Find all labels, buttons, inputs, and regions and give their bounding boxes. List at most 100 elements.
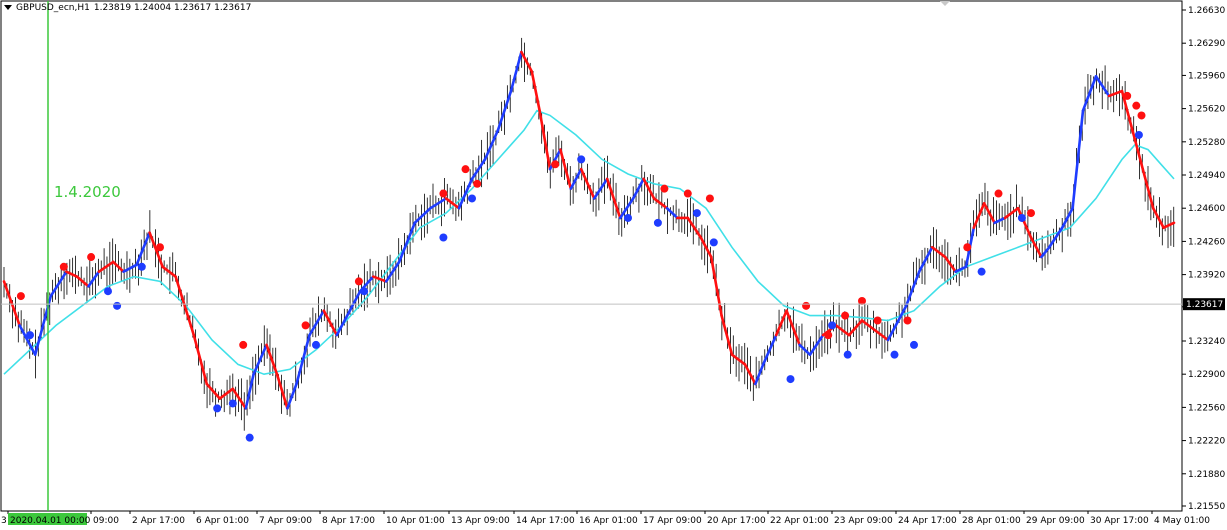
x-tick-label: 13 Apr 09:00 — [451, 516, 510, 526]
trend-segment — [993, 216, 1007, 225]
dropdown-arrow-icon[interactable] — [4, 5, 12, 10]
x-tick-label: 14 Apr 17:00 — [516, 516, 575, 526]
shift-marker-icon[interactable] — [940, 1, 950, 6]
trend-segment — [605, 177, 622, 220]
x-tick-label: 2 Apr 17:00 — [132, 516, 185, 526]
trend-segment — [642, 177, 656, 200]
trend-segment — [982, 202, 996, 225]
date-vertical-line-label: 1.4.2020 — [54, 183, 121, 201]
trend-segment — [785, 309, 801, 347]
trend-segment — [720, 314, 734, 356]
sell-signal-dot — [683, 189, 692, 198]
sell-signal-dot — [439, 189, 448, 198]
ohlc-values: 1.23819 1.24004 1.23617 1.23617 — [93, 3, 252, 13]
trend-segment — [1016, 206, 1033, 239]
buy-signal-dot — [104, 287, 112, 296]
y-tick-label: 1.25280 — [1188, 138, 1225, 148]
trend-segment — [18, 324, 37, 356]
buy-signal-dot — [228, 399, 237, 408]
sell-signal-dot — [1132, 101, 1141, 110]
buy-signal-dot — [977, 267, 986, 276]
x-tick-label: 4 May 01:00 — [1154, 516, 1210, 526]
sell-signal-dot — [461, 165, 470, 174]
trend-segment — [1040, 245, 1051, 259]
y-axis: 1.26630 1.26290 1.25960 1.25620 1.25280 1.249… — [1182, 6, 1225, 512]
buy-signal-dot — [786, 375, 795, 384]
buy-signal-dot — [843, 350, 852, 359]
buy-signal-dot — [692, 209, 701, 218]
sell-signal-dot — [858, 296, 866, 305]
trend-segment — [709, 255, 723, 317]
buy-signal-dot — [468, 194, 476, 203]
trend-segment — [699, 236, 713, 259]
trend-segment — [917, 245, 934, 273]
trend-segment — [218, 387, 235, 400]
sell-signal-dot — [994, 189, 1003, 198]
trend-segment — [886, 324, 898, 342]
trend-segment — [873, 328, 890, 342]
trend-segment — [774, 309, 788, 337]
trend-segment — [894, 304, 908, 327]
trend-segment — [1081, 75, 1098, 112]
trend-segment — [231, 387, 248, 410]
trend-segment — [1094, 75, 1111, 98]
buy-signal-dot — [113, 301, 122, 310]
sell-signal-dot — [1123, 91, 1132, 100]
buy-signal-dot — [910, 340, 918, 349]
trend-segment — [397, 221, 417, 264]
x-tick-label: 29 Apr 09:00 — [1026, 516, 1085, 526]
trend-segment — [335, 314, 349, 337]
buy-signal-dot — [1134, 130, 1143, 139]
sell-signal-dot — [705, 194, 714, 203]
trend-segment — [1151, 206, 1165, 230]
trend-segment — [631, 177, 645, 200]
y-tick-label: 1.25620 — [1188, 105, 1225, 115]
y-tick-label: 1.22220 — [1188, 437, 1225, 447]
trend-segment — [860, 319, 877, 332]
trend-segment — [470, 158, 487, 181]
sell-signal-dot — [156, 243, 164, 252]
trend-segment — [1060, 206, 1074, 230]
trend-segment — [75, 275, 90, 288]
trend-segment — [444, 197, 461, 210]
buy-signal-dot — [828, 321, 837, 330]
y-tick-label: 1.26290 — [1188, 39, 1225, 49]
sell-signal-dot — [473, 179, 482, 188]
trend-segment — [665, 206, 679, 220]
y-tick-label: 1.22560 — [1188, 403, 1225, 413]
trend-segment — [1047, 226, 1064, 249]
trend-segment — [148, 231, 164, 269]
current-price-tag: 1.23617 — [1183, 298, 1225, 311]
trend-segment — [308, 309, 326, 337]
trend-segment — [1003, 206, 1020, 220]
trend-segment — [1029, 236, 1043, 259]
svg-text:1.23617: 1.23617 — [1186, 300, 1223, 310]
trend-segment — [652, 197, 669, 210]
trend-segment — [286, 382, 298, 410]
trend-segment — [1162, 221, 1176, 230]
x-tick-label: 7 Apr 09:00 — [259, 516, 312, 526]
sell-signal-dot — [239, 340, 248, 349]
trend-segment — [87, 270, 101, 288]
trend-segment — [761, 333, 778, 366]
x-tick-label: 23 Apr 09:00 — [834, 516, 893, 526]
x-tick-label: 17 Apr 09:00 — [643, 516, 702, 526]
y-tick-label: 1.24600 — [1188, 204, 1225, 214]
signal-dots — [16, 91, 1146, 442]
sell-signal-dot — [1137, 111, 1146, 120]
x-tick-label: 16 Apr 01:00 — [579, 516, 638, 526]
x-tick-label: 30 Apr 17:00 — [1090, 516, 1149, 526]
trend-segment — [413, 206, 432, 225]
buy-signal-dot — [213, 404, 222, 413]
sell-signal-dot — [660, 184, 669, 193]
trend-segment — [520, 50, 534, 73]
buy-signal-dot — [439, 233, 448, 242]
sell-signal-dot — [802, 301, 811, 310]
sell-signal-dot — [963, 243, 972, 252]
trend-segment — [686, 216, 703, 239]
buy-signal-dot — [312, 340, 320, 349]
trend-segment — [65, 270, 79, 278]
